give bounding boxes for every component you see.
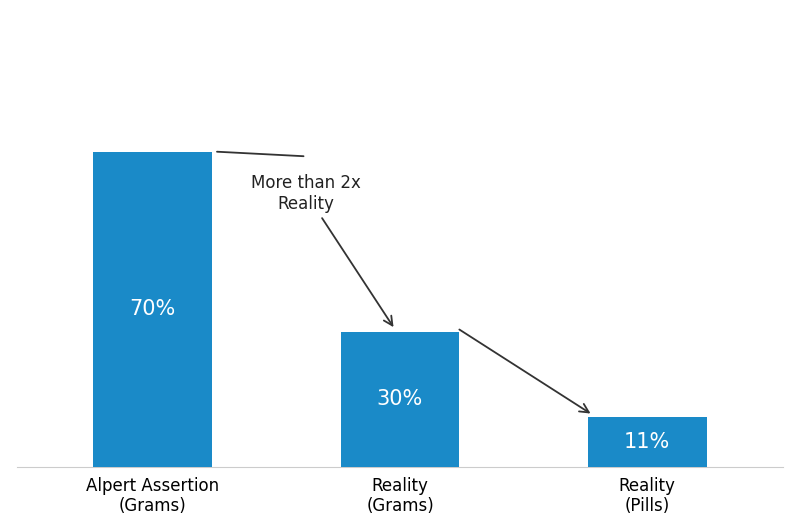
Text: 11%: 11% bbox=[624, 432, 670, 452]
Bar bbox=[588, 417, 706, 467]
Text: 70%: 70% bbox=[130, 300, 176, 319]
Text: 30%: 30% bbox=[377, 389, 423, 409]
Text: More than 2x
Reality: More than 2x Reality bbox=[251, 174, 393, 326]
Bar bbox=[341, 332, 459, 467]
Bar bbox=[94, 152, 212, 467]
